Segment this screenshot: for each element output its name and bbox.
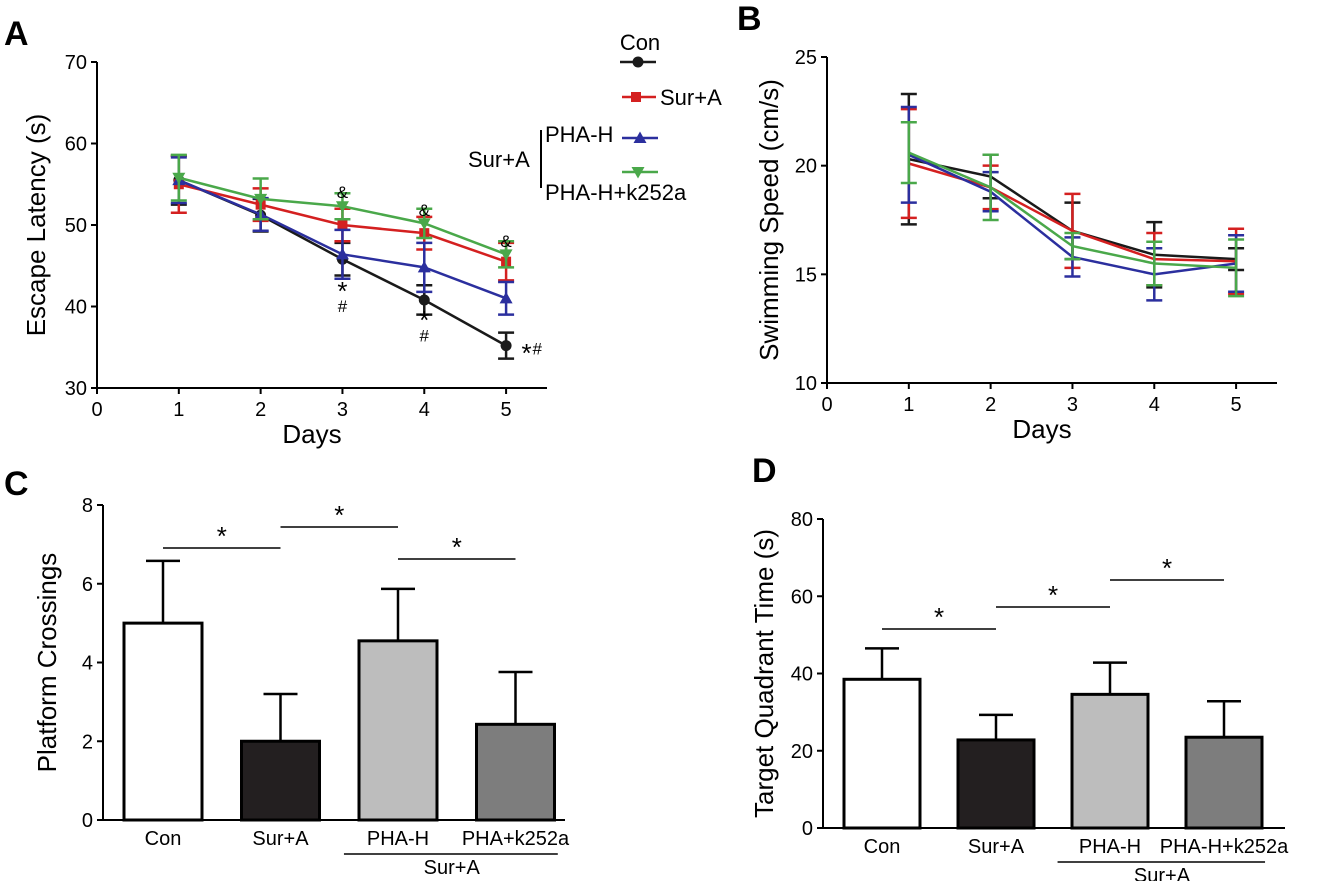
data-point <box>499 291 513 304</box>
significance-annotation: * <box>337 276 347 306</box>
group-label: Sur+A <box>424 857 481 879</box>
panel-a-chart: 30 40 50 60 70 0 1 2 3 4 5 Days Escape Latency (s) & &… <box>21 30 722 449</box>
legend-label: PHA-H <box>545 122 613 147</box>
category-label: Sur+A <box>968 836 1025 858</box>
x-tick-label: 1 <box>173 399 184 421</box>
significance-star: * <box>934 602 944 632</box>
category-label: Con <box>145 828 182 850</box>
significance-star: * <box>334 500 344 530</box>
y-tick-label: 6 <box>82 574 93 596</box>
y-axis-label: Swimming Speed (cm/s) <box>754 79 784 361</box>
y-axis-label: Escape Latency (s) <box>21 114 51 337</box>
significance-annotation: # <box>338 297 348 316</box>
bar <box>956 738 1036 830</box>
x-tick-label: 3 <box>1067 394 1078 416</box>
data-point <box>417 260 431 273</box>
bar <box>240 739 321 822</box>
legend-label: Con <box>620 30 660 55</box>
bar <box>475 722 556 822</box>
category-label: Sur+A <box>252 828 309 850</box>
panel-d-chart: 0 20 40 60 80 Target Quadrant Time (s) Con Sur+… <box>749 509 1289 881</box>
significance-annotation: * <box>419 305 429 335</box>
data-point <box>337 220 348 230</box>
y-tick-label: 0 <box>82 810 93 832</box>
y-tick-label: 80 <box>791 509 813 531</box>
data-point <box>172 172 186 185</box>
significance-star: * <box>1048 580 1058 610</box>
panel-label-b: B <box>737 0 762 38</box>
group-label: Sur+A <box>1134 865 1191 881</box>
x-axis-label: Days <box>282 419 341 449</box>
x-tick-label: 4 <box>1149 394 1160 416</box>
y-tick-label: 30 <box>65 378 87 400</box>
bar <box>122 621 204 822</box>
category-label: PHA-H <box>1079 836 1141 858</box>
y-tick-label: 2 <box>82 731 93 753</box>
bar <box>842 677 922 830</box>
data-point <box>335 201 349 213</box>
y-tick-label: 4 <box>82 653 93 675</box>
y-tick-label: 25 <box>795 47 817 69</box>
x-tick-label: 5 <box>1231 394 1242 416</box>
y-axis-label: Platform Crossings <box>32 553 62 773</box>
panel-label-c: C <box>4 465 29 503</box>
data-point <box>335 247 349 260</box>
y-tick-label: 8 <box>82 495 93 517</box>
x-axis-label: Days <box>1012 414 1071 444</box>
y-tick-label: 0 <box>802 818 813 840</box>
y-tick-label: 60 <box>791 586 813 608</box>
x-tick-label: 0 <box>821 394 832 416</box>
x-tick-label: 2 <box>985 394 996 416</box>
significance-annotation: # <box>532 340 542 359</box>
significance-annotation: * <box>521 338 531 368</box>
bar <box>1184 735 1264 830</box>
x-tick-label: 0 <box>91 399 102 421</box>
significance-annotation: & <box>419 201 431 220</box>
legend-marker <box>631 92 641 102</box>
y-tick-label: 50 <box>65 215 87 237</box>
significance-annotation: & <box>337 183 349 202</box>
x-tick-label: 5 <box>501 399 512 421</box>
panel-label-a: A <box>4 15 29 53</box>
data-point <box>417 218 431 230</box>
significance-star: * <box>1162 553 1172 583</box>
data-point <box>499 249 513 261</box>
data-point <box>500 340 512 352</box>
significance-annotation: & <box>500 232 512 251</box>
legend-marker <box>631 167 645 179</box>
x-tick-label: 2 <box>255 399 266 421</box>
y-tick-label: 40 <box>791 664 813 686</box>
y-tick-label: 15 <box>795 264 817 286</box>
x-tick-label: 4 <box>419 399 430 421</box>
legend-label: Sur+A <box>660 85 722 110</box>
x-tick-label: 3 <box>337 399 348 421</box>
panel-label-d: D <box>752 452 777 490</box>
significance-annotation: # <box>420 326 430 345</box>
bar <box>357 639 439 822</box>
y-tick-label: 20 <box>795 156 817 178</box>
category-label: PHA-H+k252a <box>1160 836 1289 858</box>
y-tick-label: 40 <box>65 297 87 319</box>
panel-c-chart: 0 2 4 6 8 Platform Crossings Con Sur+A PHA-H PHA+… <box>32 495 570 879</box>
legend-group-label: Sur+A <box>468 147 530 172</box>
significance-star: * <box>217 521 227 551</box>
y-axis-label: Target Quadrant Time (s) <box>749 529 779 818</box>
data-point <box>254 193 268 206</box>
category-label: PHA+k252a <box>462 828 570 850</box>
legend-marker <box>633 131 647 143</box>
y-tick-label: 20 <box>791 741 813 763</box>
significance-star: * <box>452 532 462 562</box>
x-tick-label: 1 <box>903 394 914 416</box>
bar <box>1070 692 1150 830</box>
legend-label: PHA-H+k252a <box>545 180 687 205</box>
y-tick-label: 60 <box>65 134 87 156</box>
y-tick-label: 70 <box>65 52 87 74</box>
category-label: PHA-H <box>367 828 429 850</box>
data-point <box>418 294 430 306</box>
y-tick-label: 10 <box>795 373 817 395</box>
panel-b-chart: 10 15 20 25 0 1 2 3 4 5 Days Swimming Speed (cm/s) <box>754 47 1277 444</box>
category-label: Con <box>864 836 901 858</box>
legend-marker <box>632 56 644 68</box>
